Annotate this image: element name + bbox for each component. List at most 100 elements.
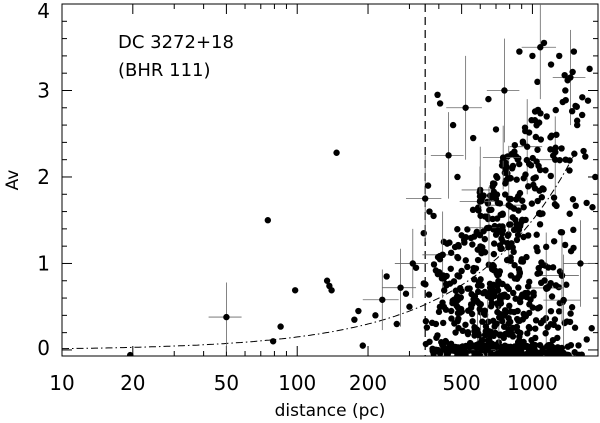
field-star-point	[435, 308, 443, 316]
y-tick-label: 1	[37, 251, 50, 275]
x-axis-label: distance (pc)	[275, 401, 386, 421]
data-point	[426, 208, 433, 215]
field-star-point	[512, 295, 519, 302]
field-star-point	[494, 199, 502, 207]
field-star-point-with-error	[499, 154, 507, 161]
x-tick-label: 200	[349, 371, 387, 395]
field-star-point	[523, 156, 531, 164]
field-star-point	[548, 293, 556, 300]
data-point	[529, 52, 536, 60]
field-star-point	[511, 262, 518, 269]
field-star-point	[513, 196, 520, 203]
data-point	[402, 290, 410, 297]
field-star-point	[462, 257, 469, 264]
field-star-point	[532, 334, 539, 342]
data-point	[355, 307, 362, 315]
field-star-point	[454, 226, 461, 233]
field-star-point	[566, 318, 574, 326]
field-star-point	[538, 349, 546, 356]
field-star-point	[505, 195, 513, 203]
field-star-point	[552, 282, 560, 289]
field-star-point	[481, 235, 489, 243]
field-star-point	[464, 226, 471, 233]
field-star-point	[522, 171, 529, 178]
field-star-point	[466, 344, 473, 351]
field-star-point	[469, 241, 476, 248]
field-star-point	[483, 224, 491, 232]
field-star-point	[448, 315, 455, 322]
data-point	[562, 87, 569, 94]
data-point	[264, 217, 272, 224]
x-tick-label: 50	[214, 371, 239, 395]
field-star-point	[452, 287, 460, 294]
field-star-point	[513, 275, 521, 282]
field-star-point	[448, 307, 455, 315]
data-point	[501, 87, 508, 94]
field-star-point	[537, 210, 544, 218]
field-star-point	[500, 312, 508, 319]
field-star-point	[490, 250, 498, 258]
x-tick-label: 20	[120, 371, 145, 395]
field-star-point	[494, 227, 501, 234]
field-star-point	[422, 318, 430, 325]
field-star-point	[471, 276, 478, 283]
field-star-point	[484, 292, 492, 300]
field-star-point	[561, 71, 568, 79]
data-point	[421, 195, 429, 202]
field-star-point	[571, 324, 579, 331]
field-star-point	[532, 325, 539, 332]
field-star-point	[538, 259, 545, 266]
data-point	[454, 173, 461, 181]
field-star-point	[537, 136, 545, 143]
x-tick-label: 10	[49, 371, 74, 395]
plot-frame	[61, 3, 599, 357]
field-star-point	[524, 183, 532, 190]
data-point	[406, 303, 413, 310]
field-star-point	[447, 341, 455, 349]
field-star-point	[488, 265, 496, 273]
field-star-point	[534, 106, 542, 114]
field-star-point	[515, 317, 522, 324]
field-star-point	[464, 263, 471, 271]
field-star-point	[572, 202, 579, 210]
data-point	[586, 65, 593, 73]
data-point	[556, 52, 563, 60]
field-star-point	[484, 215, 492, 223]
field-star-point	[584, 97, 592, 104]
field-star-point	[470, 264, 477, 272]
field-star-point	[545, 264, 552, 271]
field-star-point	[505, 320, 512, 327]
field-star-point	[582, 153, 589, 160]
field-star-point	[430, 261, 438, 268]
field-star-point	[557, 351, 564, 356]
field-star-point	[499, 223, 506, 230]
field-star-point	[536, 341, 544, 349]
field-star-point	[524, 330, 531, 337]
labels: 10 20 50 100 200 500 1000 0 1 2 3 4 distance (pc) Av D…	[3, 0, 558, 421]
data-point	[534, 78, 541, 86]
data-point	[583, 199, 590, 207]
data-point	[462, 104, 469, 111]
cloud-name-annotation: DC 3272+18	[118, 32, 234, 53]
field-star-point	[460, 236, 468, 244]
field-star-point	[522, 313, 530, 320]
field-star-point	[543, 349, 551, 356]
field-star-point	[469, 206, 477, 214]
cloud-name-annotation: (BHR 111)	[118, 60, 211, 81]
field-star-point	[494, 308, 501, 316]
field-star-point	[494, 287, 502, 294]
x-tick-label: 100	[278, 371, 316, 395]
field-star-point	[540, 186, 547, 193]
field-star-point	[474, 256, 482, 264]
field-star-point	[526, 349, 533, 356]
field-star-point	[504, 232, 512, 239]
field-star-point	[578, 351, 585, 356]
data-point	[516, 48, 523, 55]
data-point	[430, 212, 437, 220]
field-star-point	[511, 141, 519, 149]
field-star-point	[561, 319, 568, 327]
field-star-point	[516, 268, 523, 276]
field-star-point	[547, 172, 554, 180]
field-star-point	[551, 201, 559, 208]
field-star-point	[506, 221, 513, 228]
